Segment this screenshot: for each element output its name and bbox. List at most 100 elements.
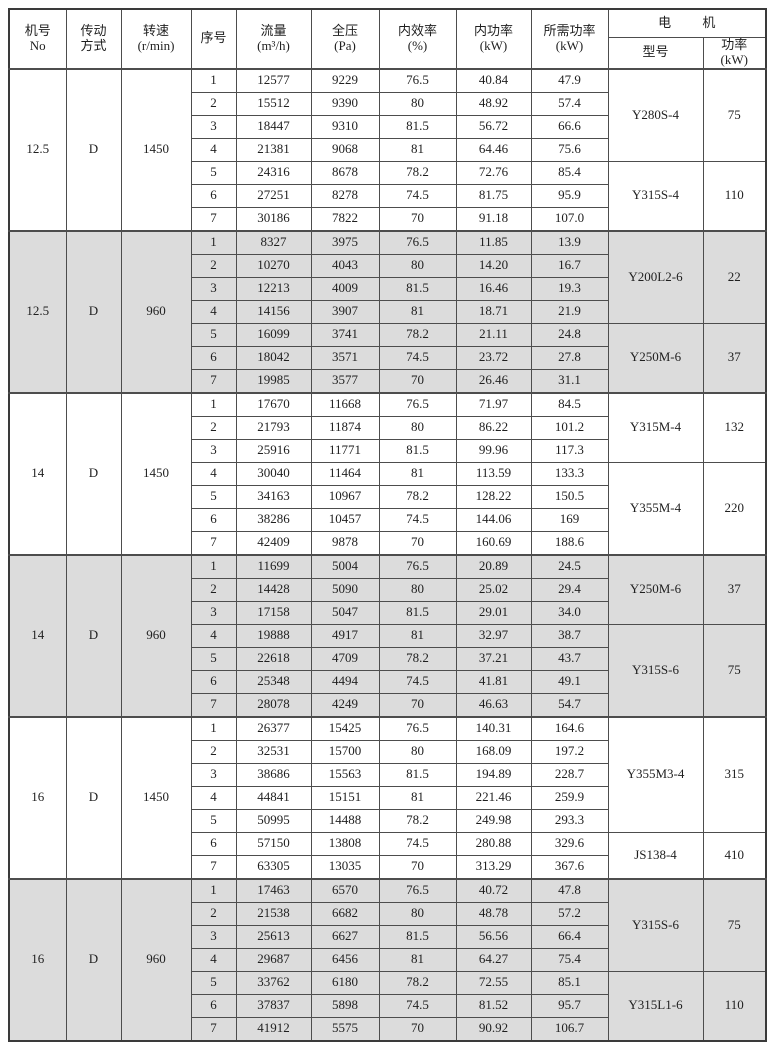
cell-flow: 14428 (235, 577, 312, 602)
cell-flow: 24316 (235, 160, 312, 185)
cell-required-power: 85.1 (530, 970, 609, 995)
cell-drive: D (65, 877, 122, 1042)
cell-seq: 6 (190, 507, 237, 532)
table-row: 4 19888 4917 81 32.97 38.7 Y315S-6 75 (9, 623, 767, 718)
cell-flow: 17463 (235, 877, 312, 903)
cell-pressure: 10457 (310, 507, 380, 532)
cell-power: 21.11 (455, 322, 532, 347)
cell-seq: 1 (190, 877, 237, 903)
cell-efficiency: 80 (378, 415, 457, 440)
cell-motor-model: Y355M-4 (607, 461, 704, 556)
table-row: 6 25348 4494 74.5 41.81 49.1 (9, 669, 766, 694)
cell-flow: 25613 (235, 924, 312, 949)
cell-flow: 21793 (235, 415, 312, 440)
cell-seq: 7 (190, 692, 237, 718)
cell-seq: 4 (190, 461, 237, 486)
cell-rpm: 960 (120, 877, 192, 1042)
cell-flow: 34163 (235, 484, 312, 509)
cell-flow: 18447 (235, 114, 312, 139)
cell-power: 313.29 (455, 854, 532, 880)
cell-required-power: 66.6 (530, 114, 609, 139)
cell-seq: 5 (190, 646, 237, 671)
cell-flow: 8327 (235, 229, 312, 255)
cell-seq: 6 (190, 345, 237, 370)
cell-pressure: 14488 (310, 808, 380, 833)
cell-motor-model: JS138-4 (607, 831, 704, 880)
cell-flow: 27251 (235, 183, 312, 208)
cell-fan-no: 16 (8, 877, 67, 1042)
cell-efficiency: 81.5 (378, 924, 457, 949)
cell-seq: 5 (190, 322, 237, 347)
cell-pressure: 4917 (310, 623, 380, 648)
cell-pressure: 11874 (310, 415, 380, 440)
cell-pressure: 9878 (310, 530, 380, 556)
cell-pressure: 3577 (310, 368, 380, 394)
cell-pressure: 11668 (310, 391, 380, 417)
cell-flow: 15512 (235, 91, 312, 116)
table-row: 3 25613 6627 81.5 56.56 66.4 (9, 924, 766, 949)
cell-pressure: 5047 (310, 600, 380, 625)
table-row: 12.5 D 1450 1 12577 9229 76.5 40.84 47.9 Y280S-4 7… (8, 67, 767, 232)
cell-required-power: 34.0 (530, 600, 609, 625)
cell-motor-power: 37 (702, 322, 767, 394)
header-drive-line1: 传动 (80, 23, 107, 38)
cell-seq: 4 (190, 137, 237, 162)
cell-required-power: 164.6 (530, 715, 609, 741)
cell-pressure: 3907 (310, 299, 380, 324)
cell-flow: 14156 (235, 299, 312, 324)
cell-power: 20.89 (455, 553, 532, 579)
cell-rpm: 1450 (120, 391, 192, 556)
cell-power: 99.96 (455, 438, 532, 463)
cell-power: 46.63 (455, 692, 532, 718)
cell-seq: 4 (190, 947, 237, 972)
table-header: 机号 No 传动 方式 转速 (r/min) (8, 8, 767, 70)
cell-seq: 2 (190, 91, 237, 116)
cell-pressure: 9068 (310, 137, 380, 162)
cell-pressure: 4494 (310, 669, 380, 694)
cell-motor-power: 220 (702, 461, 767, 556)
header-motor-group: 电 机 (607, 8, 767, 38)
header-drive: 传动 方式 (65, 8, 122, 70)
table-row: 16 D 960 1 17463 6570 76.5 40.72 47.8 Y315S-6 75 (8, 877, 767, 1042)
cell-power: 18.71 (455, 299, 532, 324)
header-rpm-line1: 转速 (142, 23, 169, 38)
cell-power: 86.22 (455, 415, 532, 440)
cell-motor-power: 410 (702, 831, 767, 880)
cell-power: 140.31 (455, 715, 532, 741)
cell-drive: D (65, 391, 122, 556)
header-seq-label: 序号 (200, 30, 227, 46)
cell-required-power: 13.9 (530, 229, 609, 255)
cell-flow: 12213 (235, 276, 312, 301)
table-row: 7 63305 13035 70 313.29 367.6 (9, 854, 766, 880)
cell-pressure: 5004 (310, 553, 380, 579)
cell-seq: 6 (190, 183, 237, 208)
table-row: 3 17158 5047 81.5 29.01 34.0 (9, 600, 766, 625)
cell-efficiency: 81.5 (378, 276, 457, 301)
cell-flow: 30186 (235, 206, 312, 232)
header-power-line1: 内功率 (473, 23, 513, 38)
cell-fan-no: 12.5 (8, 67, 67, 232)
cell-pressure: 15425 (310, 715, 380, 741)
cell-required-power: 66.4 (530, 924, 609, 949)
cell-required-power: 85.4 (530, 160, 609, 185)
cell-pressure: 3741 (310, 322, 380, 347)
table-row: 2 14428 5090 80 25.02 29.4 (9, 577, 766, 602)
cell-efficiency: 80 (378, 91, 457, 116)
table-row: 12.5 D 960 1 8327 3975 76.5 11.85 13.9 Y200L2-6 22 (8, 229, 767, 394)
cell-flow: 16099 (235, 322, 312, 347)
cell-flow: 26377 (235, 715, 312, 741)
cell-flow: 21381 (235, 137, 312, 162)
cell-required-power: 49.1 (530, 669, 609, 694)
cell-fan-no: 14 (8, 391, 67, 556)
cell-power: 48.78 (455, 901, 532, 926)
cell-motor-power: 315 (702, 715, 767, 833)
cell-pressure: 6682 (310, 901, 380, 926)
cell-required-power: 169 (530, 507, 609, 532)
table-row: 4 44841 15151 81 221.46 259.9 (9, 785, 766, 810)
cell-efficiency: 70 (378, 206, 457, 232)
cell-power: 25.02 (455, 577, 532, 602)
cell-rpm: 1450 (120, 67, 192, 232)
cell-flow: 12577 (235, 67, 312, 93)
cell-pressure: 4043 (310, 253, 380, 278)
cell-motor-power: 110 (702, 970, 767, 1042)
